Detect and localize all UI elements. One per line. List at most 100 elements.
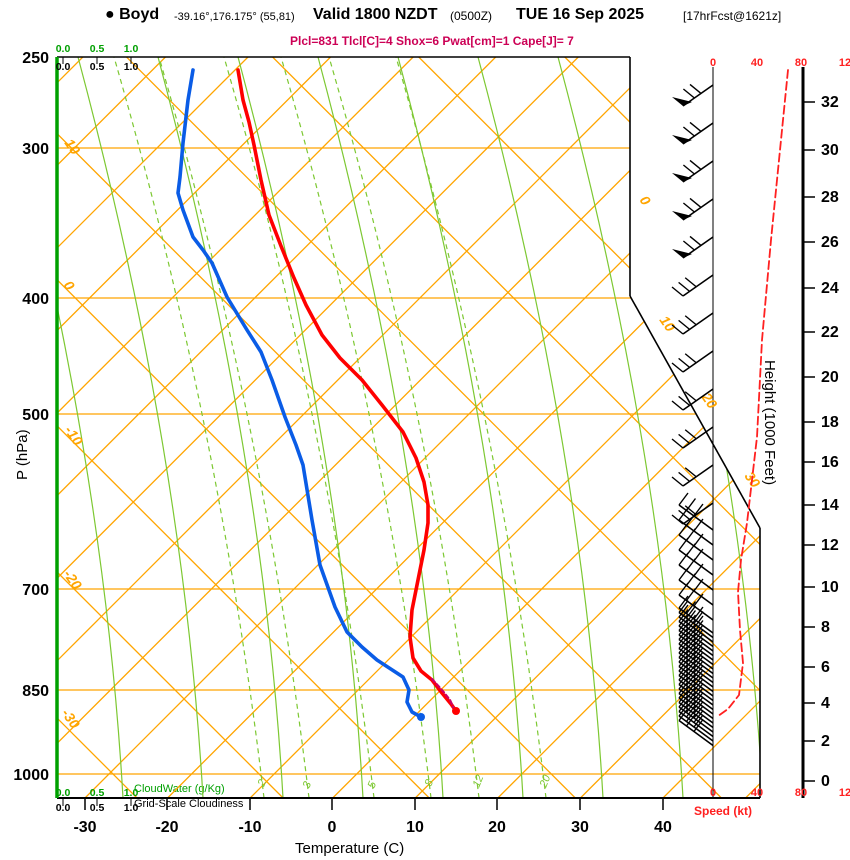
wind-barb-feather: [671, 438, 684, 449]
height-tick-label: 0: [821, 773, 830, 790]
wind-barb-feather: [678, 604, 689, 618]
wind-barb-feather: [685, 588, 697, 601]
wind-barb-feather: [678, 582, 689, 596]
wind-barb-feather: [678, 522, 689, 536]
wind-barb-feather: [678, 492, 689, 506]
height-tick-label: 28: [821, 189, 839, 206]
wind-barb-feather: [682, 202, 695, 213]
wind-barb-feather: [689, 197, 702, 208]
wind-barb-shaft: [678, 504, 714, 531]
wind-barb-feather: [685, 655, 697, 668]
wind-barb-feather: [685, 646, 697, 659]
cloudwater-scale-label-top: 1.0: [124, 43, 139, 55]
wind-barb-feather: [684, 505, 697, 516]
wind-barb-feather: [678, 595, 689, 609]
cloudwater-scale-label-bottom: 1.0: [124, 787, 139, 799]
isotherm-line: [57, 57, 579, 798]
wind-barb-feather: [678, 507, 689, 521]
wind-barb-feather: [685, 659, 697, 673]
cloudiness-scale-label-top: 1.0: [124, 61, 139, 73]
pressure-tick-label: 1000: [13, 767, 49, 784]
orange-grid-label: 0: [61, 278, 79, 294]
mixing-ratio-label: 8: [423, 777, 437, 788]
wind-barb-feather: [678, 658, 689, 672]
wind-barb-feather: [685, 614, 697, 628]
mixing-ratio-label: 20: [537, 772, 553, 790]
cloudwater-scale-label-bottom: 0.5: [90, 787, 105, 799]
isotherm-line: [84, 57, 760, 798]
wind-barb-pennant: [672, 211, 692, 220]
moist-adiabat-line: [237, 57, 364, 798]
adiabat-line: [57, 57, 722, 798]
wind-barb-feather: [671, 362, 684, 373]
wind-barb-feather: [685, 664, 697, 677]
wind-barb-feather: [693, 705, 704, 719]
parcel-lcl-path: [430, 677, 457, 713]
wind-barb-feather: [693, 660, 704, 674]
wind-barb-feather: [678, 636, 689, 649]
wind-barb-feather: [685, 713, 697, 727]
height-tick-label: 30: [821, 142, 839, 159]
wind-barb-feather: [682, 164, 695, 175]
wind-barb-feather: [682, 88, 695, 99]
wind-barb-feather: [685, 628, 697, 641]
dewpoint-curve: [176, 68, 423, 719]
adiabat-line: [418, 57, 760, 798]
wind-barb-feather: [693, 651, 704, 665]
wind-barb-feather: [678, 703, 689, 717]
wind-barb-feather: [693, 647, 704, 660]
wind-barb-feather: [693, 611, 704, 624]
adiabat-line: [272, 57, 760, 798]
wind-barb-feather: [678, 600, 689, 613]
mixing-ratio-label: 5: [366, 779, 380, 790]
mixing-ratio-line: [328, 57, 480, 798]
wind-barb-feather: [678, 552, 689, 566]
wind-barb-feather: [678, 537, 689, 551]
station-name: Boyd: [119, 6, 160, 23]
wind-barb-feather: [678, 654, 689, 667]
wind-barb-feather: [685, 641, 697, 655]
isotherm-line: [167, 57, 760, 798]
wind-barb-feather: [684, 353, 697, 364]
cloudwater-scale-label-top: 0.0: [56, 43, 71, 55]
wind-barb-feather: [682, 126, 695, 137]
wind-barb-feather: [685, 709, 697, 722]
wind-barb-feather: [685, 673, 697, 686]
isotherm-line: [57, 57, 497, 798]
wind-barb-pennant: [672, 97, 692, 106]
height-tick-label: 4: [821, 695, 830, 712]
wind-barb-feather: [693, 620, 704, 633]
wind-barb-feather: [693, 714, 704, 728]
isotherm-line: [414, 57, 760, 798]
grid-lines: [57, 57, 760, 798]
wind-barb-feather: [685, 691, 697, 704]
isotherm-line: [332, 57, 760, 798]
surface-temperature-dot: [452, 707, 460, 715]
wind-barb-feather: [678, 618, 689, 631]
wind-barb-feather: [693, 674, 704, 687]
isotherm-line: [57, 57, 662, 798]
speed-tick-label-top: 12: [839, 57, 850, 69]
mixing-ratio-label: 12: [471, 773, 487, 789]
height-tick-label: 18: [821, 414, 839, 431]
wind-barbs: [671, 83, 714, 747]
temperature-tick-label: 30: [571, 819, 589, 836]
cloudiness-scale-label-bottom: 1.0: [124, 802, 139, 814]
wind-barb-feather: [678, 509, 691, 520]
wind-barb-feather: [678, 433, 691, 444]
adiabat-line: [126, 57, 760, 798]
wind-barb-feather: [693, 624, 704, 638]
wind-barb-feather: [678, 471, 691, 482]
wind-barb-feather: [693, 615, 704, 629]
orange-grid-label: 10: [657, 313, 679, 335]
height-tick-label: 14: [821, 497, 839, 514]
mixing-ratio-line: [223, 57, 375, 798]
cloudiness-scale-label-top: 0.5: [90, 61, 105, 73]
mixing-ratio-line: [158, 57, 310, 798]
speed-tick-label-top: 40: [751, 57, 763, 69]
orange-grid-label: 20: [698, 389, 721, 412]
pressure-tick-label: 400: [22, 291, 49, 308]
height-tick-label: 24: [821, 280, 839, 297]
